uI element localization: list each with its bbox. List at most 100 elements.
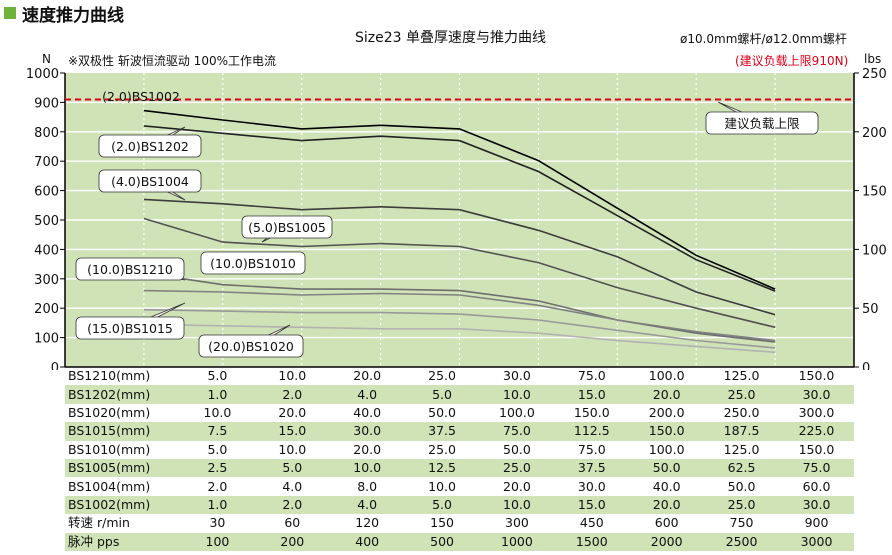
table-cell: 125.0 [723, 368, 760, 384]
section-heading: 速度推力曲线 [0, 0, 124, 26]
chart-subtitle: Size23 单叠厚速度与推力曲线 [355, 30, 547, 46]
table-cell: 25.0 [428, 441, 456, 457]
green-square-icon [4, 7, 16, 19]
series-line [143, 272, 776, 343]
y-tick-label: 400 [34, 243, 59, 258]
table-row: BS1002(mm) 1.0 2.0 4.0 5.0 10.0 15.0 20.0 25.0 30… [65, 495, 854, 515]
table-cell: 3000 [779, 532, 854, 551]
table-cell: 900 [804, 515, 829, 531]
table-cell: 25.0 [704, 495, 779, 515]
table-cell: 4.0 [329, 385, 405, 404]
table-cell: 200.0 [648, 404, 685, 420]
y2-tick-label: 50 [862, 302, 879, 317]
table-cell: 40.0 [652, 478, 681, 494]
table-cell: 30 [209, 515, 226, 531]
table-cell: 100.0 [499, 404, 535, 420]
y-tick-label: 900 [34, 96, 59, 111]
callout-fill [707, 113, 817, 133]
series-label: (20.0)BS1020 [208, 339, 294, 354]
series-line [143, 323, 776, 354]
table-row: BS1010(mm) 5.0 10.0 20.0 25.0 50.0 75.0 100.0 12… [65, 441, 854, 459]
table-row: BS1005(mm) 2.5 5.0 10.0 12.5 25.0 37.5 50.0 62.5… [65, 458, 854, 478]
series-label: (5.0)BS1005 [248, 220, 326, 235]
series-line [143, 198, 776, 316]
table-cell: 1500 [554, 532, 630, 551]
table-cell: 10.0 [278, 441, 307, 457]
table-cell: 40.0 [353, 404, 382, 420]
table-cell: 20.0 [278, 404, 307, 420]
callout-fill [202, 253, 304, 273]
table-cell: 750 [729, 515, 754, 531]
table-cell: 1.0 [180, 385, 255, 404]
table-cell: 500 [404, 532, 480, 551]
table-row: BS1015(mm) 7.5 15.0 30.0 37.5 75.0 112.5 150.0 1… [65, 422, 854, 441]
callout-fill [77, 318, 183, 338]
y-tick-label: 600 [34, 185, 59, 200]
table-cell: 75.0 [479, 422, 555, 441]
y2-tick-label: 0 [862, 361, 870, 370]
table-cell: 75.0 [779, 458, 854, 478]
table-row: BS1004(mm) 2.0 4.0 8.0 10.0 20.0 30.0 40.0 50.0 6… [65, 477, 854, 495]
y-tick-label: 800 [34, 126, 59, 141]
table-cell: 100.0 [648, 368, 685, 384]
series-line [143, 217, 776, 329]
table-cell: 25.0 [479, 458, 555, 478]
y2-tick-label: 150 [862, 185, 887, 200]
y-tick-label: 200 [34, 302, 59, 317]
table-cell: 200 [254, 532, 330, 551]
y2-tick-label: 200 [862, 126, 887, 141]
table-cell: 30.0 [779, 385, 854, 404]
y-tick-label: 1000 [26, 67, 59, 82]
table-cell: 12.5 [404, 458, 480, 478]
series-label: (15.0)BS1015 [87, 321, 173, 336]
table-cell: 10.0 [203, 404, 232, 420]
table-cell: 37.5 [404, 422, 480, 441]
table-cell: 50.0 [428, 404, 456, 420]
table-cell: 10.0 [278, 368, 307, 384]
series-label: (4.0)BS1004 [111, 174, 189, 189]
table-cell: 10.0 [428, 478, 456, 494]
table-cell: 2.0 [254, 495, 330, 515]
table-cell: 2.0 [207, 478, 228, 494]
table-cell: 50.0 [727, 478, 756, 494]
table-cell: 15.0 [554, 385, 630, 404]
table-cell: 150.0 [573, 404, 610, 420]
table-cell: 2500 [704, 532, 779, 551]
y2-tick-label: 100 [862, 243, 887, 258]
table-cell: 5.0 [404, 495, 480, 515]
drive-note: ※双极性 斩波恒流驱动 100%工作电流 [68, 54, 276, 68]
table-cell: 225.0 [779, 422, 854, 441]
series-label: (2.0)BS1002 [102, 89, 180, 104]
row-label: BS1210(mm) [68, 368, 151, 384]
load-limit-note: (建议负载上限910N) [735, 54, 849, 68]
table-cell: 150 [430, 515, 454, 531]
row-label: BS1010(mm) [68, 441, 151, 457]
table-cell: 75.0 [577, 368, 606, 384]
table-cell: 5.0 [207, 368, 228, 384]
table-cell: 300.0 [798, 404, 835, 420]
y-tick-label: 100 [34, 332, 59, 347]
y-tick-label: 500 [34, 214, 59, 229]
table-cell: 5.0 [207, 441, 228, 457]
heading-text: 速度推力曲线 [22, 5, 124, 26]
table-row: BS1020(mm) 10.0 20.0 40.0 50.0 100.0 150.0 200.… [65, 404, 854, 422]
table-cell: 100 [180, 532, 255, 551]
series-label: (2.0)BS1202 [111, 139, 189, 154]
table-cell: 2.0 [254, 385, 330, 404]
row-label: BS1004(mm) [68, 478, 151, 494]
series-label: (10.0)BS1210 [87, 262, 173, 277]
table-cell: 7.5 [180, 422, 255, 441]
y2-tick-label: 250 [862, 67, 887, 82]
callout-fill [100, 136, 200, 156]
series-label: (10.0)BS1010 [210, 256, 296, 271]
table-cell: 10.0 [479, 385, 555, 404]
table-cell: 120 [355, 515, 380, 531]
row-label: BS1202(mm) [65, 385, 180, 404]
screw-note: ø10.0mm螺杆/ø12.0mm螺杆 [680, 32, 847, 46]
table-cell: 150.0 [798, 368, 835, 384]
table-cell: 8.0 [357, 478, 378, 494]
table-cell: 60 [284, 515, 301, 531]
table-cell: 20.0 [629, 495, 705, 515]
table-cell: 62.5 [704, 458, 779, 478]
speed-thrust-chart: 0 100 200 300 400 500 600 700 800 900 1000 0 50 100 15… [26, 67, 887, 370]
